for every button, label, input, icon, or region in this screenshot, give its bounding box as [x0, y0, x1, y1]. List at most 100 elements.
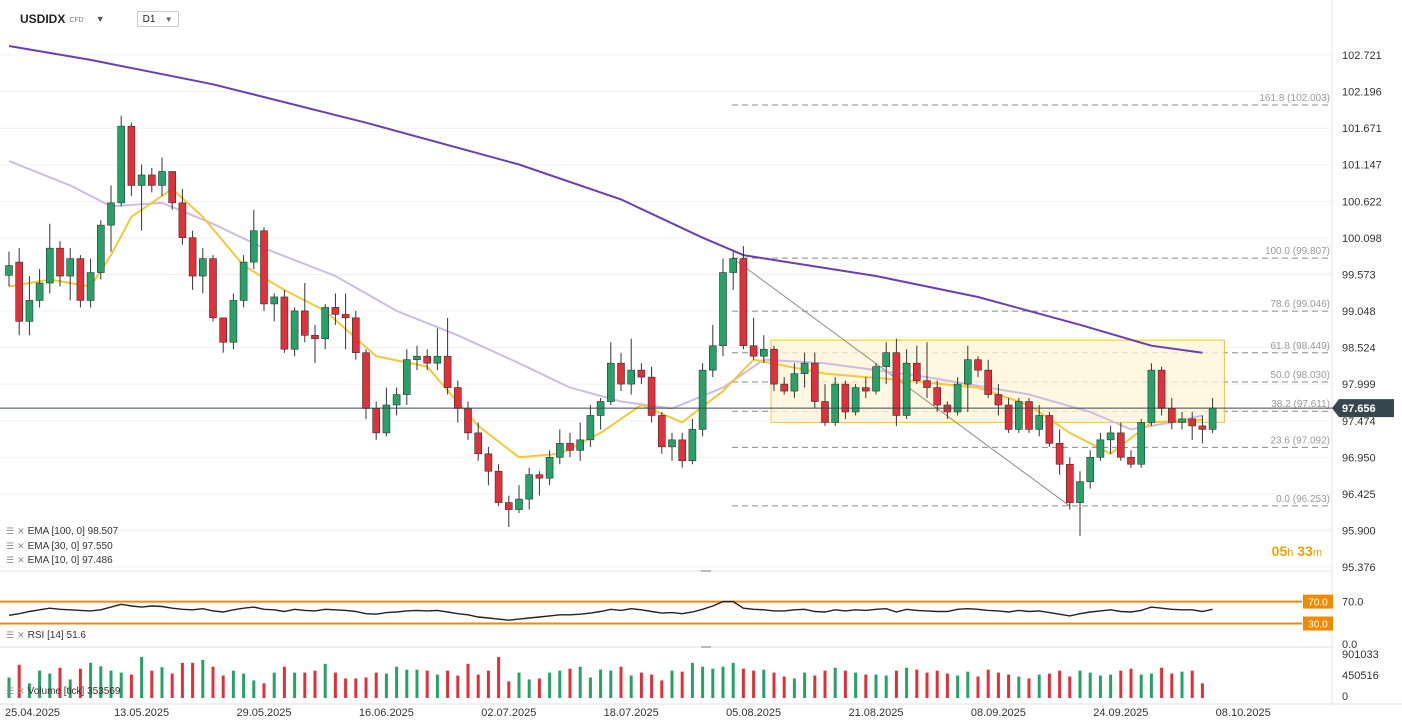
- candle: [413, 345, 421, 371]
- candle-body: [423, 355, 432, 364]
- close-icon[interactable]: ✕: [17, 630, 25, 640]
- candle-body: [1004, 404, 1013, 430]
- volume-bar: [843, 670, 847, 698]
- volume-bar: [639, 672, 643, 698]
- symbol-label[interactable]: USDIDX: [20, 12, 66, 26]
- candle: [250, 209, 258, 270]
- candle-body: [698, 369, 707, 430]
- candle-body: [66, 258, 74, 277]
- candle-body: [1055, 443, 1064, 465]
- volume-bar: [966, 671, 970, 698]
- volume-bar: [89, 662, 93, 698]
- volume-bar: [537, 678, 541, 698]
- candle-body: [994, 394, 1003, 406]
- date-tick-label: 24.09.2025: [1093, 707, 1148, 719]
- candle-body: [97, 224, 105, 273]
- volume-bar: [466, 663, 470, 698]
- candle-body: [576, 439, 585, 451]
- settings-icon[interactable]: ☰: [6, 555, 15, 565]
- close-icon[interactable]: ✕: [17, 541, 25, 551]
- current-price-tag: [1332, 399, 1394, 418]
- candle-body: [178, 202, 187, 239]
- volume-panel: 901033 450516 0: [0, 646, 1379, 703]
- ema30-line: [8, 160, 1203, 431]
- candle-body: [892, 352, 901, 416]
- volume-bar: [1149, 673, 1153, 698]
- candle: [963, 345, 972, 412]
- timeframe-select[interactable]: D1 ▼: [136, 11, 179, 27]
- candles: [5, 115, 1217, 537]
- volume-bar: [731, 662, 735, 698]
- close-icon[interactable]: ✕: [17, 686, 25, 696]
- legend-ema100[interactable]: ☰ ✕ EMA [100, 0] 98.507: [6, 526, 118, 537]
- candle-body: [504, 502, 513, 510]
- settings-icon[interactable]: ☰: [6, 526, 15, 536]
- price-tick-label: 98.524: [1342, 343, 1376, 355]
- candle-body: [35, 282, 44, 301]
- candle-body: [923, 380, 931, 388]
- volume-bar: [354, 678, 358, 698]
- candle: [872, 363, 880, 395]
- candle: [148, 167, 156, 193]
- date-tick-label: 08.09.2025: [971, 707, 1026, 719]
- settings-icon[interactable]: ☰: [6, 541, 15, 551]
- legend-ema10[interactable]: ☰ ✕ EMA [10, 0] 97.486: [6, 555, 113, 566]
- settings-icon[interactable]: ☰: [6, 686, 15, 696]
- candle: [555, 429, 564, 465]
- volume-bar: [1068, 676, 1072, 698]
- candle: [606, 342, 615, 406]
- fib-level-label: 100.0 (99.807): [1265, 246, 1330, 257]
- volume-bar: [1027, 678, 1031, 698]
- rsi-lower-tag-label: 30.0: [1308, 620, 1328, 631]
- candle: [341, 293, 350, 350]
- candle: [117, 115, 125, 207]
- current-price-label: 97.656: [1342, 403, 1376, 415]
- candle-body: [984, 369, 993, 395]
- legend-ema30-label: EMA [30, 0] 97.550: [27, 541, 113, 552]
- legend-ema30[interactable]: ☰ ✕ EMA [30, 0] 97.550: [6, 541, 113, 552]
- candle-body: [872, 366, 880, 392]
- close-icon[interactable]: ✕: [17, 555, 25, 565]
- close-icon[interactable]: ✕: [17, 526, 25, 536]
- volume-axis-label: 450516: [1342, 670, 1379, 682]
- fib-level-label: 38.2 (97.611): [1271, 399, 1330, 410]
- candle: [902, 349, 911, 419]
- candle: [545, 450, 554, 486]
- legend-rsi[interactable]: ☰ ✕ RSI [14] 51.6: [6, 630, 86, 641]
- symbol-dropdown-icon[interactable]: ▼: [95, 14, 105, 24]
- candle-body: [1137, 422, 1145, 465]
- date-tick-label: 18.07.2025: [604, 707, 659, 719]
- candle-body: [494, 470, 503, 503]
- candle: [841, 380, 850, 419]
- candle-body: [382, 404, 391, 434]
- price-tick-label: 96.425: [1342, 489, 1376, 501]
- candle: [780, 377, 789, 395]
- rsi-upper-tag-label: 70.0: [1308, 598, 1328, 609]
- settings-icon[interactable]: ☰: [6, 630, 15, 640]
- candle-body: [25, 300, 34, 322]
- candle: [97, 220, 105, 280]
- price-tick-label: 99.573: [1342, 269, 1376, 281]
- volume-bar: [935, 670, 939, 698]
- candle: [382, 387, 391, 437]
- volume-bar: [548, 672, 552, 698]
- rsi-axis-label: 0.0: [1342, 639, 1357, 651]
- volume-bar: [1078, 670, 1082, 698]
- candle: [1035, 405, 1043, 437]
- candle: [688, 418, 697, 465]
- legend-volume[interactable]: ☰ ✕ Volume [tick] 353569: [6, 686, 120, 697]
- price-tick-label: 99.048: [1342, 306, 1376, 318]
- volume-bar: [660, 680, 664, 698]
- volume-bar: [68, 679, 72, 698]
- volume-bar: [262, 683, 266, 698]
- candle-body: [362, 352, 370, 409]
- candle: [515, 485, 523, 514]
- candle-body: [1096, 439, 1105, 458]
- candle-body: [831, 383, 840, 423]
- candle-body: [127, 125, 136, 186]
- candle-body: [739, 258, 748, 347]
- fib-level-label: 23.6 (97.092): [1271, 435, 1331, 446]
- candle-body: [1014, 401, 1023, 430]
- volume-bar: [884, 675, 888, 698]
